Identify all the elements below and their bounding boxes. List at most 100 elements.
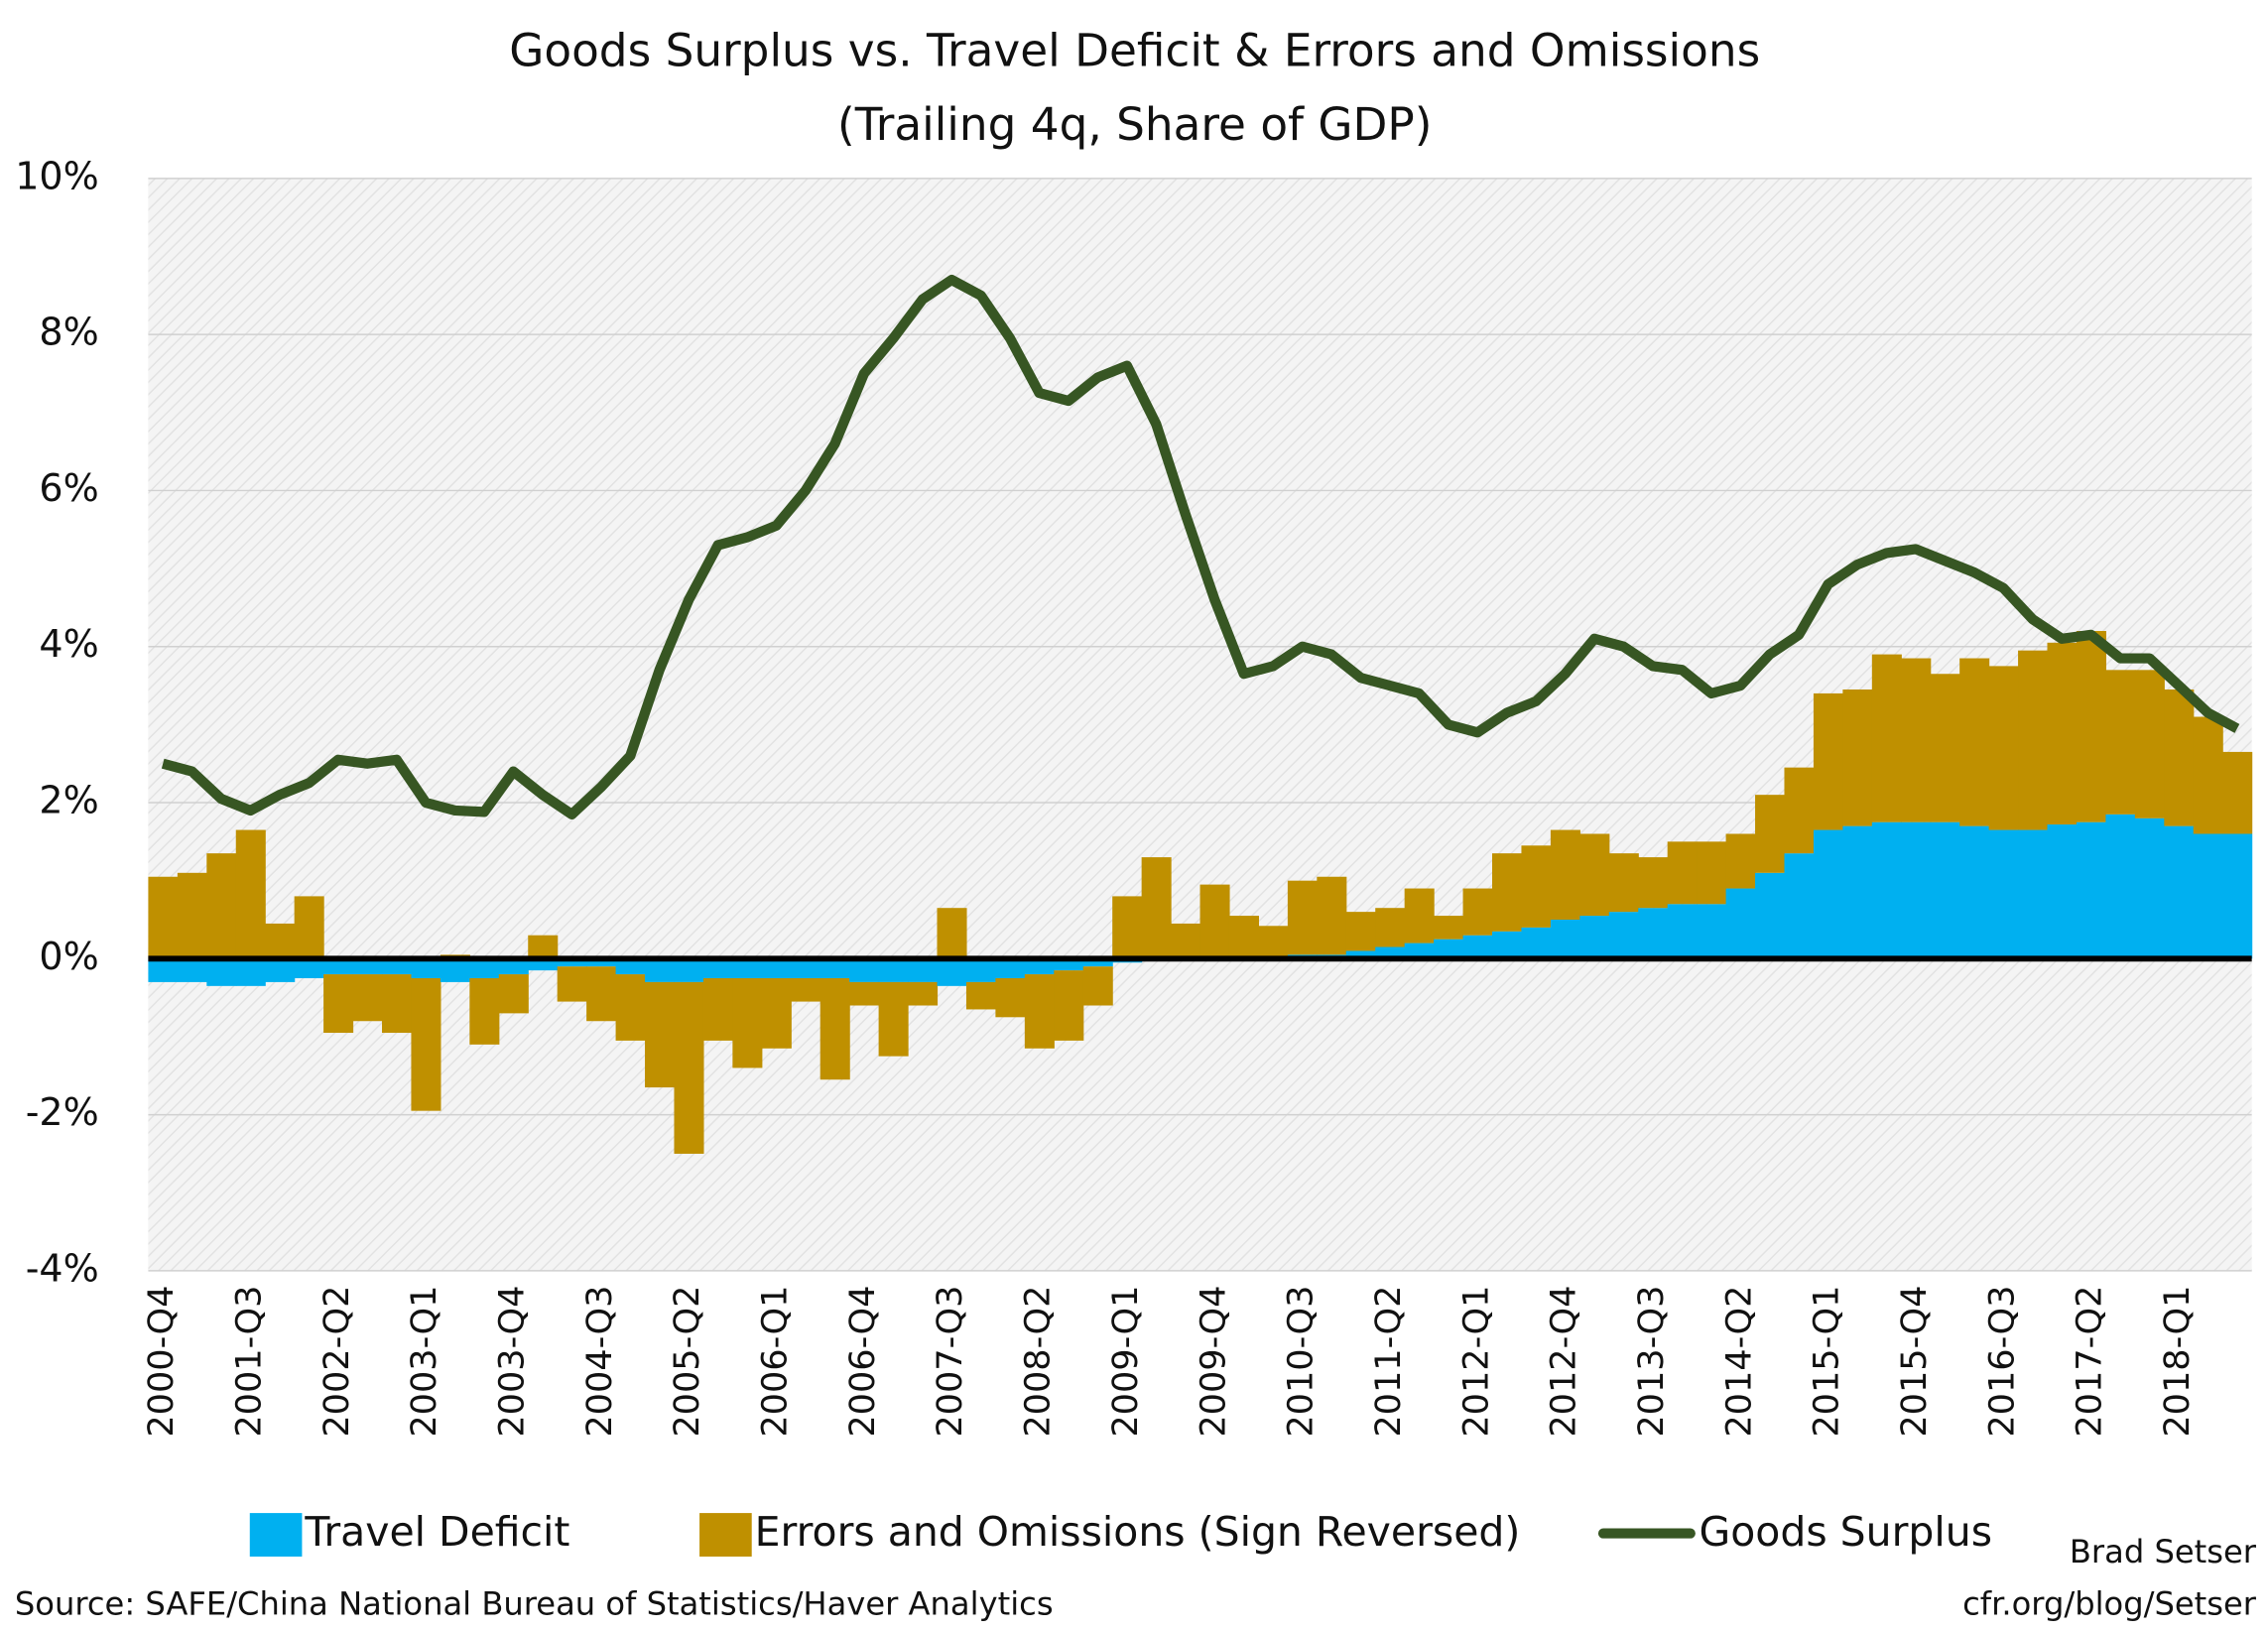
- x-tick-label: 2003-Q1: [404, 1286, 444, 1438]
- bar-segment: [761, 958, 792, 978]
- x-tick-label: 2013-Q3: [1631, 1286, 1672, 1438]
- bar-segment: [2105, 814, 2136, 959]
- bar-segment: [1930, 674, 1960, 822]
- bar-segment: [878, 958, 909, 982]
- bar-segment: [1141, 857, 1172, 959]
- bar-segment: [440, 958, 470, 982]
- bar-segment: [732, 958, 763, 978]
- bar-segment: [148, 958, 179, 982]
- bar-segment: [265, 958, 296, 982]
- bar-segment: [1521, 927, 1552, 959]
- bar-segment: [1345, 912, 1376, 951]
- bar-segment: [1901, 821, 1932, 959]
- bar-segment: [2076, 821, 2106, 959]
- bar-segment: [1082, 958, 1113, 967]
- bar-segment: [2222, 833, 2253, 959]
- bar-segment: [1462, 935, 1493, 959]
- plot: [148, 178, 2253, 1272]
- x-tick-label: 2007-Q3: [930, 1286, 970, 1438]
- bar-segment: [1579, 916, 1610, 959]
- bar-segment: [1550, 829, 1580, 920]
- bar-segment: [2018, 829, 2049, 959]
- bar-segment: [2164, 689, 2195, 826]
- x-tick-label: 2009-Q4: [1193, 1286, 1233, 1438]
- bar-segment: [1054, 958, 1084, 971]
- bar-segment: [1608, 853, 1639, 913]
- bar-segment: [2076, 631, 2106, 822]
- bar-segment: [1375, 946, 1406, 959]
- bar-segment: [1755, 872, 1786, 959]
- bar-segment: [528, 958, 559, 971]
- bar-segment: [498, 974, 529, 1014]
- bar-segment: [1492, 853, 1523, 932]
- bar-segment: [586, 966, 617, 1022]
- bar-segment: [2134, 670, 2165, 818]
- bar-segment: [1228, 916, 1260, 959]
- bar-segment: [645, 981, 676, 1088]
- bar-segment: [411, 977, 441, 1111]
- x-tick-label: 2011-Q2: [1368, 1286, 1409, 1438]
- bar-segment: [1462, 888, 1493, 936]
- bar-segment: [819, 977, 850, 1080]
- x-tick-label: 2003-Q4: [492, 1286, 533, 1438]
- legend: Travel Deficit Errors and Omissions (Sign…: [249, 1508, 1992, 1557]
- bar-segment: [1725, 888, 1756, 959]
- bar-segment: [1054, 970, 1084, 1041]
- bar-segment: [1755, 795, 1786, 873]
- bar-segment: [732, 977, 763, 1068]
- bar-segment: [1901, 658, 1932, 822]
- bar-segment: [1434, 939, 1464, 959]
- credit: cfr.org/blog/Setser: [1962, 1585, 2257, 1623]
- bar-segment: [1521, 845, 1552, 928]
- bar-segment: [148, 876, 179, 959]
- bar-segment: [1492, 931, 1523, 959]
- bar-segment: [1579, 833, 1610, 917]
- bar-segment: [2047, 824, 2078, 959]
- bar-segment: [2193, 716, 2223, 834]
- bar-segment: [615, 974, 646, 1041]
- bar-segment: [849, 981, 880, 1006]
- bar-segment: [352, 958, 383, 975]
- x-tick-label: 2017-Q2: [2070, 1286, 2110, 1438]
- bar-segment: [206, 853, 237, 959]
- bar-segment: [995, 977, 1026, 1018]
- bar-segment: [1988, 829, 2019, 959]
- bar-segment: [1638, 857, 1669, 909]
- y-tick-label: -4%: [26, 1246, 99, 1290]
- bar-segment: [1082, 966, 1113, 1006]
- bar-segment: [761, 977, 792, 1049]
- bar-segment: [1024, 958, 1055, 975]
- bar-segment: [791, 977, 821, 1002]
- bar-segment: [1171, 923, 1201, 959]
- x-tick-label: 2001-Q3: [228, 1286, 269, 1438]
- y-tick-label: 6%: [39, 466, 98, 510]
- bar-segment: [528, 935, 559, 959]
- bar-segment: [702, 977, 733, 1041]
- x-tick-label: 2000-Q4: [141, 1286, 182, 1438]
- bar-segment: [819, 958, 850, 978]
- bar-segment: [1638, 908, 1669, 959]
- bar-segment: [235, 958, 266, 986]
- bar-segment: [645, 958, 676, 982]
- y-tick-label: 4%: [39, 622, 98, 666]
- bar-segment: [235, 829, 266, 959]
- bar-segment: [469, 958, 500, 978]
- bar-segment: [1258, 926, 1289, 957]
- y-tick-label: -2%: [26, 1090, 99, 1134]
- bar-segment: [908, 958, 939, 982]
- bar-segment: [1550, 919, 1580, 959]
- x-tick-label: 2009-Q1: [1105, 1286, 1146, 1438]
- chart-subtitle: (Trailing 4q, Share of GDP): [837, 98, 1432, 151]
- bar-segment: [265, 923, 296, 959]
- x-tick-label: 2012-Q4: [1544, 1286, 1584, 1438]
- bar-segment: [1375, 908, 1406, 947]
- bar-segment: [849, 958, 880, 982]
- x-tick-label: 2016-Q3: [1981, 1286, 2022, 1438]
- bar-segment: [1871, 821, 1902, 959]
- bar-segment: [469, 977, 500, 1045]
- bar-segment: [2047, 642, 2078, 825]
- bar-segment: [615, 958, 646, 975]
- chart-title: Goods Surplus vs. Travel Deficit & Error…: [509, 25, 1760, 77]
- x-tick-label: 2002-Q2: [316, 1286, 357, 1438]
- bar-segment: [1842, 825, 1873, 959]
